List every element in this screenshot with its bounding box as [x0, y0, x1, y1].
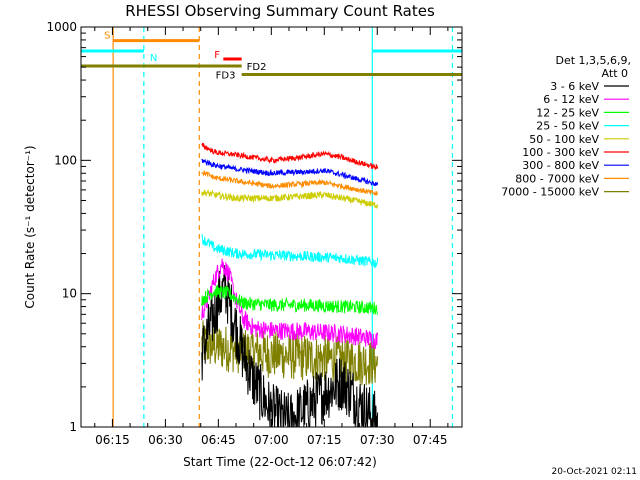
legend-entry-label: 50 - 100 keV	[529, 133, 599, 146]
x-tick-label: 06:30	[148, 433, 183, 447]
series-line-300to800keV	[201, 158, 379, 187]
series-line-100to300keV	[201, 142, 379, 171]
chart-title: RHESSI Observing Summary Count Rates	[125, 2, 435, 20]
series-line-12to25keV	[201, 284, 379, 315]
legend-entry-label: 100 - 300 keV	[522, 146, 599, 159]
legend-header-attenuator: Att 0	[602, 67, 628, 80]
series-line-25to50keV	[201, 233, 379, 269]
x-axis-title: Start Time (22-Oct-12 06:07:42)	[183, 455, 377, 469]
x-tick-label: 07:15	[307, 433, 342, 447]
y-tick-label: 1000	[46, 20, 77, 34]
legend-entry-label: 25 - 50 keV	[536, 120, 599, 133]
x-tick-label: 07:30	[360, 433, 395, 447]
x-axis: 06:15 06:30 06:45 07:00 07:15 07:30 07:45	[94, 27, 449, 447]
series-line-3to6keV	[201, 264, 379, 428]
legend-entry-label: 300 - 800 keV	[522, 159, 599, 172]
flag-label-s: S	[104, 31, 110, 42]
series-traces	[201, 142, 379, 428]
series-line-50to100keV	[201, 188, 379, 209]
legend-entry-label: 12 - 25 keV	[536, 106, 599, 119]
observing-flags: S N F FD2 FD3	[81, 31, 462, 82]
series-line-800to7000keV	[201, 170, 379, 197]
y-tick-label: 100	[54, 153, 77, 167]
legend-entry-label: 6 - 12 keV	[543, 93, 599, 106]
series-line-6to12keV	[201, 258, 379, 350]
flag-label-f: F	[214, 50, 220, 61]
y-axis-title: Count Rate (s⁻¹ detector⁻¹)	[23, 145, 37, 308]
series-line-7000to15000keV	[201, 320, 379, 386]
flag-label-n: N	[150, 53, 157, 64]
x-tick-label: 07:00	[254, 433, 289, 447]
flag-label-fd2: FD2	[247, 62, 267, 73]
y-tick-label: 10	[62, 287, 77, 301]
y-tick-label: 1	[69, 420, 77, 434]
x-tick-label: 07:45	[413, 433, 448, 447]
legend-entry-label: 7000 - 15000 keV	[501, 186, 599, 199]
y-axis: 1 10 100 1000	[46, 20, 462, 434]
generation-timestamp: 20-Oct-2021 02:11	[552, 467, 637, 477]
x-tick-label: 06:45	[201, 433, 236, 447]
legend-header-detectors: Det 1,3,5,6,9,	[555, 54, 631, 67]
plot-frame	[80, 26, 463, 428]
x-tick-label: 06:15	[95, 433, 130, 447]
legend-entry-label: 3 - 6 keV	[550, 80, 599, 93]
flag-label-fd3: FD3	[216, 71, 236, 82]
legend-entry-label: 800 - 7000 keV	[515, 172, 599, 185]
